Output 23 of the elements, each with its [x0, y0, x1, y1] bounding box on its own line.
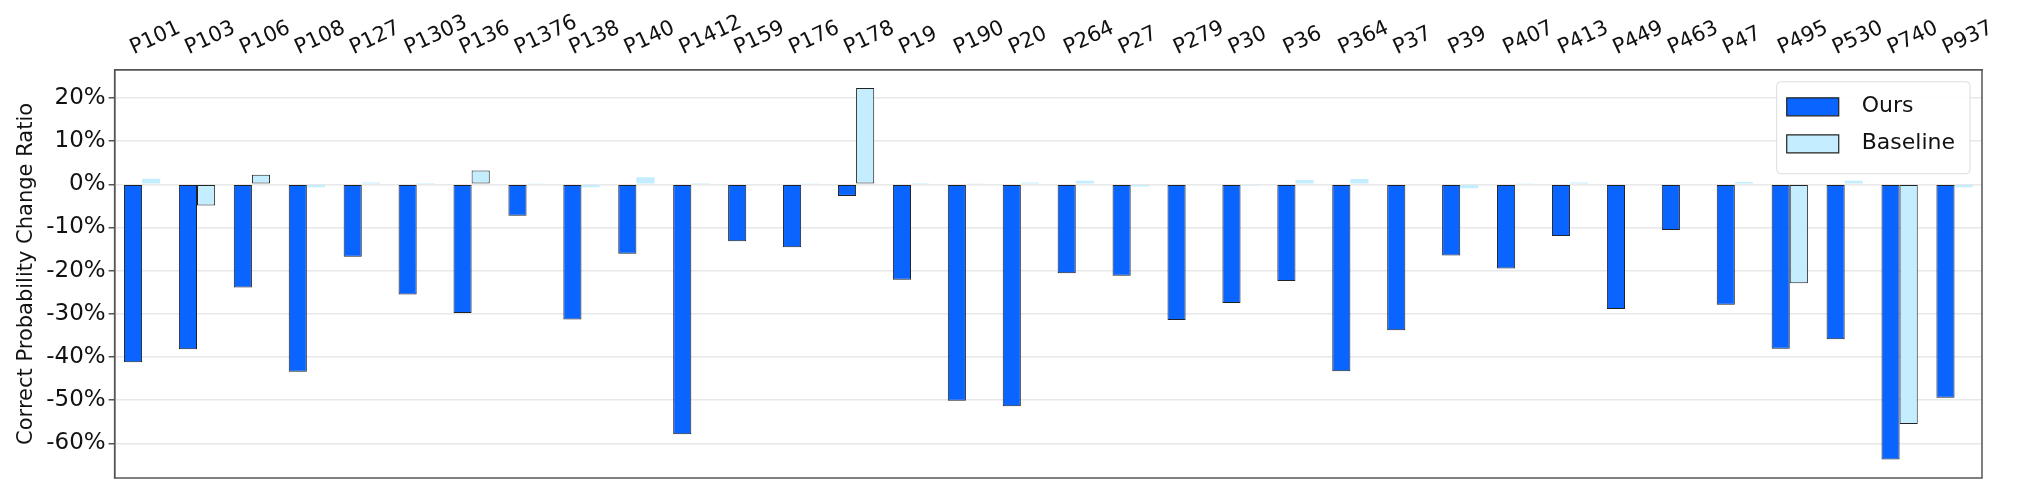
y-tick-label: 0%: [69, 169, 106, 196]
bar: [142, 178, 161, 184]
bar: [636, 177, 655, 184]
y-tick-label: 10%: [54, 126, 106, 153]
bar: [1295, 179, 1314, 184]
y-tick-label: -30%: [46, 298, 106, 325]
y-axis-title: Correct Probability Change Ratio: [13, 102, 38, 445]
bar: [1075, 180, 1094, 184]
bar: [1460, 185, 1479, 189]
x-tick-label: P36: [1279, 20, 1325, 59]
legend-label: Ours: [1861, 92, 1914, 118]
y-tick-label: -50%: [46, 385, 106, 412]
bar: [1844, 180, 1863, 184]
y-tick-label: 20%: [54, 82, 106, 109]
y-tick-label: -60%: [46, 428, 106, 455]
y-tick-label: -40%: [46, 342, 106, 369]
legend-label: Baseline: [1861, 129, 1956, 155]
x-tick-label: P39: [1443, 20, 1490, 59]
y-tick-label: -20%: [46, 255, 106, 282]
x-tick-label: P140: [620, 14, 678, 59]
bar: [1350, 179, 1369, 184]
y-tick-label: -10%: [46, 212, 106, 239]
bar: [581, 185, 600, 188]
